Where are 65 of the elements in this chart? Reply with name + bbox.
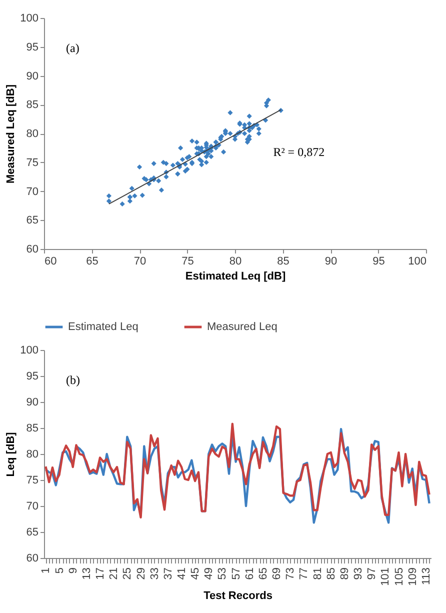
- x-tick-label: 45: [190, 568, 202, 580]
- y-tick-label: 70: [26, 186, 38, 198]
- x-tick-label: 65: [86, 256, 98, 268]
- x-tick-label: 37: [162, 568, 174, 580]
- x-tick-label: 95: [372, 256, 385, 268]
- x-tick-label: 9: [67, 568, 80, 574]
- x-tick-label: 90: [324, 256, 338, 268]
- y-tick-label: 95: [26, 41, 38, 54]
- y-tick-label: 60: [26, 552, 38, 564]
- y-tick-label: 75: [26, 474, 38, 486]
- y-tick-label: 65: [26, 526, 38, 538]
- y-axis-title: Leq [dB]: [5, 432, 18, 477]
- x-tick-label: 29: [135, 568, 148, 580]
- y-tick-label: 90: [26, 70, 38, 82]
- x-axis-title: Test Records: [204, 590, 272, 602]
- x-tick-label: 17: [94, 568, 107, 580]
- x-tick-label: 75: [182, 256, 194, 268]
- annotation: (b): [66, 373, 80, 387]
- legend-label: Measured Leq: [207, 321, 278, 333]
- x-tick-label: 53: [216, 568, 229, 580]
- x-tick-label: 41: [176, 568, 188, 580]
- y-tick-label: 100: [20, 344, 38, 356]
- y-tick-label: 75: [26, 156, 38, 169]
- x-tick-label: 100: [408, 256, 426, 268]
- y-tick-label: 100: [20, 12, 38, 24]
- x-tick-label: 89: [338, 568, 351, 580]
- y-tick-label: 90: [26, 396, 38, 408]
- y-tick-label: 80: [26, 128, 38, 140]
- y-tick-label: 95: [26, 370, 38, 382]
- x-tick-label: 77: [298, 568, 310, 580]
- x-tick-label: 109: [406, 568, 419, 586]
- x-tick-label: 85: [325, 568, 338, 580]
- x-tick-label: 13: [80, 568, 93, 580]
- x-tick-label: 97: [366, 568, 378, 580]
- y-tick-label: 60: [26, 244, 38, 256]
- x-tick-label: 25: [122, 568, 134, 580]
- annotation: (a): [66, 41, 80, 55]
- x-tick-label: 85: [277, 256, 290, 268]
- x-tick-label: 113: [420, 568, 432, 586]
- x-tick-label: 80: [229, 256, 242, 268]
- x-tick-label: 60: [44, 256, 57, 268]
- x-tick-label: 1: [40, 568, 52, 574]
- x-tick-label: 105: [393, 568, 406, 586]
- x-axis-title: Estimated Leq [dB]: [185, 270, 286, 282]
- x-tick-label: 65: [257, 568, 270, 580]
- y-axis-title: Measured Leq [dB]: [5, 84, 18, 184]
- annotation: R² = 0,872: [273, 144, 325, 159]
- y-tick-label: 85: [26, 422, 38, 434]
- x-tick-label: 70: [134, 256, 146, 268]
- x-tick-label: 101: [380, 568, 392, 586]
- legend-label: Estimated Leq: [68, 321, 138, 333]
- x-tick-label: 73: [284, 568, 297, 580]
- y-tick-label: 70: [26, 500, 38, 512]
- x-tick-label: 93: [352, 568, 365, 580]
- y-tick-label: 80: [26, 448, 38, 460]
- y-tick-label: 65: [26, 214, 38, 227]
- x-tick-label: 81: [312, 568, 324, 580]
- x-tick-label: 21: [108, 568, 120, 580]
- x-tick-label: 33: [148, 568, 161, 580]
- x-tick-label: 49: [203, 568, 216, 580]
- x-tick-label: 57: [230, 568, 242, 580]
- x-tick-label: 69: [271, 568, 284, 580]
- x-tick-label: 5: [54, 568, 66, 574]
- y-tick-label: 85: [26, 99, 38, 112]
- x-tick-label: 61: [244, 568, 256, 580]
